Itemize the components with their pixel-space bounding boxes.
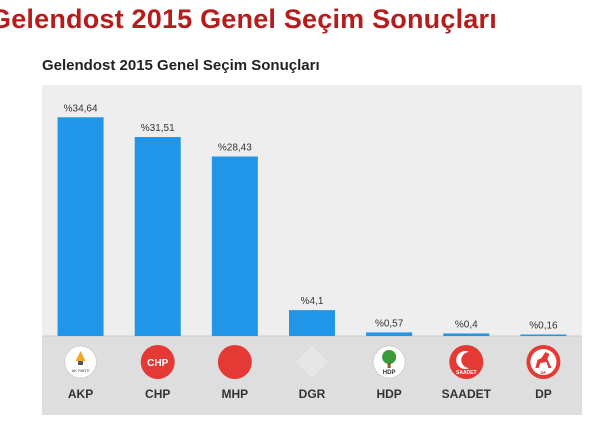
category-label-dgr: DGR	[299, 387, 326, 401]
bulb-base-icon	[78, 361, 84, 365]
chart-plot-area: %34,64 AK PARTİ AKP %31,51 CHP CHP %28,43 MHP %4…	[42, 85, 582, 415]
akp-logo-text: AK PARTİ	[72, 368, 90, 373]
dp-logo: DP	[526, 345, 561, 379]
akp-logo: AK PARTİ	[64, 345, 98, 379]
category-label-saadet: SAADET	[442, 387, 492, 401]
category-label-mhp: MHP	[222, 387, 249, 401]
hdp-logo: HDP	[372, 345, 406, 379]
mhp-logo	[217, 345, 252, 379]
value-label-saadet: %0,4	[455, 319, 478, 330]
bar-akp	[57, 117, 104, 336]
category-label-akp: AKP	[68, 387, 93, 401]
chp-logo: CHP	[140, 345, 175, 379]
horse-icon	[535, 352, 552, 368]
bulb-icon	[75, 351, 86, 361]
bar-chp	[134, 137, 181, 336]
dgr-logo-shape	[296, 346, 328, 378]
crescent-icon	[456, 351, 470, 369]
value-label-mhp: %28,43	[218, 142, 252, 153]
dgr-logo	[296, 346, 328, 378]
bar-dgr	[289, 310, 335, 336]
chp-logo-circle	[140, 345, 175, 379]
bar-chart: %34,64 AK PARTİ AKP %31,51 CHP CHP %28,43 MHP %4…	[42, 103, 582, 415]
bar-saadet	[443, 333, 490, 336]
hdp-logo-text: HDP	[383, 370, 396, 376]
bar-mhp	[211, 156, 258, 336]
value-label-chp: %31,51	[141, 123, 175, 134]
saadet-logo: SAADET	[449, 345, 484, 379]
chp-logo-text: CHP	[147, 358, 168, 369]
category-label-hdp: HDP	[376, 387, 401, 401]
tree-trunk-icon	[387, 363, 391, 368]
category-label-dp: DP	[535, 387, 552, 401]
value-label-dgr: %4,1	[301, 296, 324, 307]
mhp-logo-circle	[217, 345, 252, 379]
bar-dp	[520, 334, 567, 336]
bar-hdp	[366, 332, 413, 336]
page-title: Gelendost 2015 Genel Seçim Sonuçları	[0, 4, 497, 34]
saadet-logo-text: SAADET	[456, 370, 477, 376]
value-label-dp: %0,16	[529, 321, 558, 332]
category-label-chp: CHP	[145, 387, 170, 401]
value-label-akp: %34,64	[64, 103, 98, 114]
saadet-logo-circle	[449, 345, 484, 379]
tree-icon	[382, 350, 397, 364]
dp-logo-text: DP	[541, 370, 547, 375]
chart-title: Gelendost 2015 Genel Seçim Sonuçları	[42, 57, 320, 74]
value-label-hdp: %0,57	[375, 318, 404, 329]
